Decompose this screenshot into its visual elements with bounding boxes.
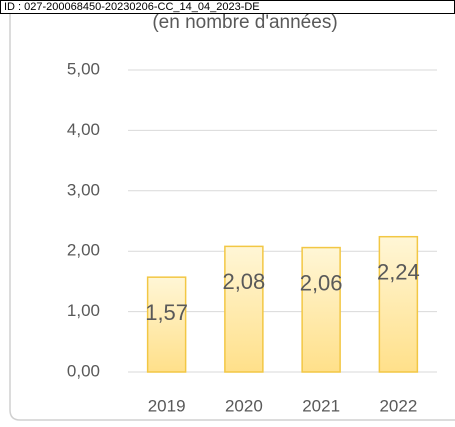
data-label: 2,08 bbox=[222, 269, 265, 294]
y-tick-label: 1,00 bbox=[67, 301, 100, 320]
stamp: ID : 027-200068450-20230206-CC_14_04_202… bbox=[4, 1, 260, 13]
y-tick-label: 4,00 bbox=[67, 120, 100, 139]
data-label: 2,24 bbox=[377, 260, 420, 285]
card-border bbox=[9, 0, 455, 421]
bar bbox=[224, 245, 264, 373]
bar bbox=[301, 246, 341, 373]
x-tick-label: 2020 bbox=[225, 396, 263, 415]
x-tick-label: 2019 bbox=[148, 396, 186, 415]
bar bbox=[146, 276, 187, 373]
y-tick-label: 5,00 bbox=[67, 59, 100, 78]
x-tick-label: 2021 bbox=[302, 396, 340, 415]
y-tick-label: 3,00 bbox=[67, 180, 100, 199]
chart-subtitle: (en nombre d'années) bbox=[152, 12, 337, 33]
data-label: 1,57 bbox=[145, 300, 188, 325]
data-label: 2,06 bbox=[300, 270, 343, 295]
y-tick-label: 0,00 bbox=[67, 361, 100, 380]
y-tick-label: 2,00 bbox=[67, 241, 100, 260]
bar bbox=[378, 235, 419, 373]
x-tick-label: 2022 bbox=[379, 396, 417, 415]
